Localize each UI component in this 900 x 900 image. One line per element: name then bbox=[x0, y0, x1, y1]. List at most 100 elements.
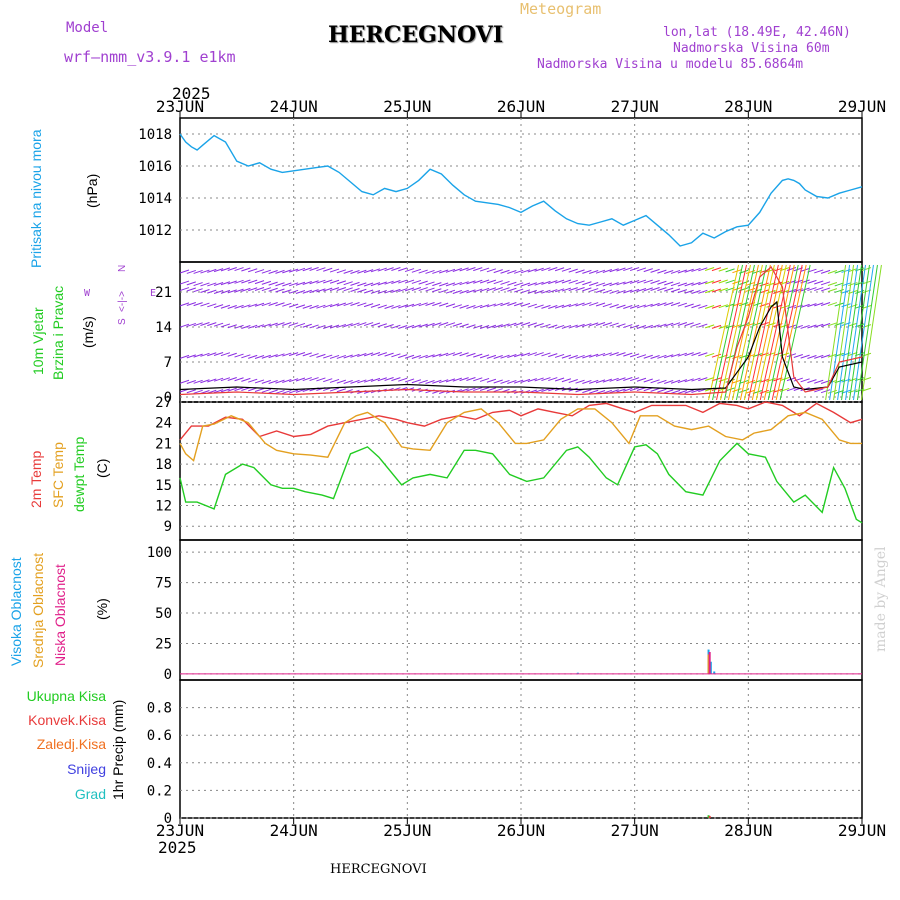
wind-barb bbox=[350, 379, 360, 384]
wind-barb bbox=[664, 389, 674, 394]
wind-barb bbox=[227, 280, 237, 285]
altitude-label: Nadmorska Visina 60m bbox=[673, 41, 830, 56]
wind-barb bbox=[827, 288, 838, 293]
wind-barb bbox=[418, 379, 428, 384]
wind-barb bbox=[616, 281, 626, 286]
wind-barb bbox=[814, 269, 824, 274]
wind-barb bbox=[575, 287, 585, 292]
wind-barb bbox=[800, 354, 810, 359]
wind-barb bbox=[554, 267, 565, 272]
wind-barb bbox=[629, 279, 640, 284]
wind-barb bbox=[786, 387, 797, 392]
wind-barb bbox=[316, 279, 326, 284]
wind-barb bbox=[261, 323, 271, 328]
wind-barb bbox=[677, 390, 688, 394]
wind-barb bbox=[323, 324, 333, 329]
wind-barb bbox=[248, 287, 258, 292]
wind-barb bbox=[234, 288, 244, 293]
wind-barb bbox=[370, 322, 381, 327]
wind-barb bbox=[691, 389, 701, 393]
wind-barb bbox=[213, 268, 224, 273]
wind-barb bbox=[282, 289, 292, 294]
wind-barb bbox=[650, 280, 660, 284]
wind-barb bbox=[575, 379, 585, 384]
wind-barb bbox=[650, 379, 660, 384]
wind-barb bbox=[425, 302, 435, 306]
cloud-bar bbox=[707, 654, 710, 674]
wind-barb-storm bbox=[849, 264, 870, 401]
wind-barb bbox=[439, 269, 449, 274]
wind-barb bbox=[275, 322, 285, 327]
wind-barb bbox=[609, 282, 619, 287]
wind-barb bbox=[179, 302, 190, 307]
wind-barb bbox=[493, 302, 503, 307]
wind-barb bbox=[282, 379, 292, 383]
wind-barb bbox=[343, 354, 353, 359]
wind-barb bbox=[254, 324, 265, 329]
wind-barb bbox=[193, 269, 203, 274]
wind-barb bbox=[370, 352, 381, 356]
wind-barb bbox=[629, 288, 640, 293]
wind-barb bbox=[241, 267, 251, 272]
wind-barb bbox=[241, 304, 251, 309]
wind-barb bbox=[800, 303, 810, 308]
wind-barb bbox=[636, 267, 647, 272]
wind-barb bbox=[493, 324, 503, 329]
model-label: Model bbox=[66, 20, 109, 36]
wind-barb bbox=[295, 304, 306, 309]
temp-sfc-temp bbox=[179, 408, 862, 462]
wind-barb bbox=[814, 354, 824, 359]
wind-barb bbox=[357, 269, 367, 274]
wind-barb bbox=[820, 389, 831, 394]
wind-barb bbox=[459, 304, 469, 309]
wind-barb bbox=[302, 323, 312, 328]
wind-barb bbox=[725, 268, 735, 273]
wind-barb bbox=[425, 287, 435, 292]
wind-barb bbox=[241, 287, 251, 292]
wind-barb bbox=[343, 281, 353, 286]
wind-barb bbox=[275, 269, 285, 274]
wind-barb bbox=[220, 377, 231, 382]
wind-barb bbox=[534, 377, 544, 382]
wind-barb bbox=[534, 352, 544, 357]
wind-barb bbox=[288, 268, 299, 273]
wind-barb bbox=[452, 304, 462, 309]
wind-barb bbox=[684, 268, 694, 273]
wind-barb bbox=[323, 354, 333, 359]
wind-barb bbox=[739, 379, 749, 384]
wind-barb bbox=[432, 302, 442, 307]
wind-barb bbox=[807, 355, 817, 359]
wind-barb bbox=[404, 268, 415, 273]
wind-barb bbox=[684, 378, 694, 383]
wind-barb bbox=[500, 287, 510, 292]
wind-barb bbox=[575, 280, 585, 285]
wind-barb bbox=[200, 352, 210, 357]
x-tick-label-top: 25JUN bbox=[383, 97, 431, 116]
wind-barb bbox=[704, 289, 715, 294]
wind-barb bbox=[561, 354, 572, 359]
wind-barb bbox=[227, 324, 237, 329]
wind-barb bbox=[602, 378, 612, 383]
wind-barb bbox=[309, 289, 319, 294]
wind-barb bbox=[445, 322, 456, 327]
wind-barb bbox=[711, 279, 722, 284]
wind-barb bbox=[309, 353, 319, 358]
wind-barb bbox=[404, 324, 415, 329]
temperature-y-tick-label: 15 bbox=[155, 478, 172, 494]
wind-barb bbox=[248, 303, 258, 308]
wind-barb bbox=[493, 280, 503, 285]
wind-barb bbox=[384, 280, 394, 285]
wind-barb bbox=[704, 280, 715, 285]
wind-barb bbox=[541, 352, 551, 357]
wind-barb bbox=[398, 377, 408, 382]
wind-barb-storm bbox=[759, 264, 791, 401]
wind-barb-storm bbox=[743, 264, 775, 401]
wind-barb bbox=[848, 282, 858, 287]
wind-barb bbox=[377, 281, 387, 286]
wind-barb bbox=[179, 323, 190, 328]
wind-barb bbox=[616, 267, 626, 272]
wind-y-tick-label: 7 bbox=[164, 355, 172, 371]
wind-barb bbox=[248, 324, 258, 329]
wind-barb bbox=[814, 302, 824, 307]
temp-2m-temp bbox=[179, 401, 863, 441]
